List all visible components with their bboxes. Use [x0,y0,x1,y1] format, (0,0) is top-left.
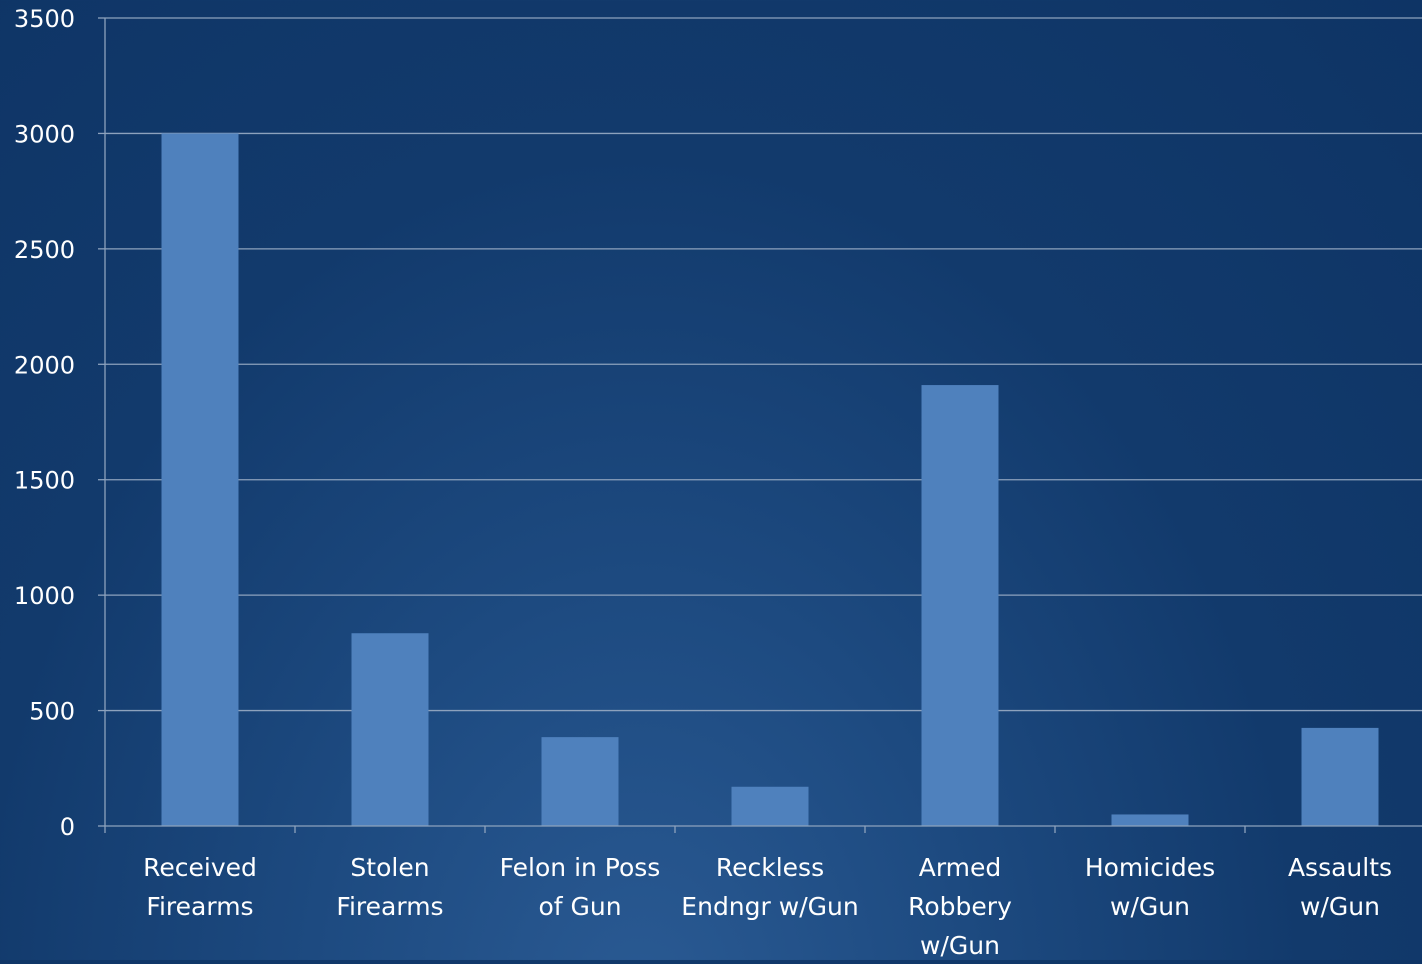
y-tick-label: 2000 [14,351,75,379]
x-tick-label: Received Firearms [143,853,257,921]
y-tick-label: 0 [60,813,75,841]
x-tick-label-line: Endngr w/Gun [681,892,858,921]
bar-received-firearms [161,133,239,826]
bar-stolen-firearms [351,633,429,826]
bar-felon-in-poss-of-gun [541,737,619,826]
x-tick-label-line: Homicides [1085,853,1215,882]
y-tick-label: 2500 [14,236,75,264]
bar-reckless-endngr-w-gun [731,786,809,826]
x-tick-label-line: Received [143,853,257,882]
y-tick-label: 1500 [14,467,75,495]
x-tick-label-line: Armed [919,853,1002,882]
x-tick-label-line: Reckless [716,853,824,882]
x-tick-label-line: w/Gun [920,931,1000,960]
bar-homicides-w-gun [1111,814,1189,826]
x-tick-label: Stolen Firearms [336,853,443,921]
x-tick-label-line: Firearms [146,892,253,921]
bar-armed-robbery-w-gun [921,385,999,826]
y-tick-label: 1000 [14,582,75,610]
y-tick-label: 500 [29,698,75,726]
x-tick-label: Armed Robbery w/Gun [908,853,1012,960]
x-tick-label-line: Robbery [908,892,1012,921]
x-tick-label-line: w/Gun [1110,892,1190,921]
x-tick-label: Reckless Endngr w/Gun [681,853,858,921]
x-tick-label: Felon in Poss of Gun [500,853,661,921]
bars [161,133,1379,826]
x-tick-labels: Received Firearms Stolen Firearms Felon in P… [143,853,1392,960]
y-tick-label: 3000 [14,120,75,148]
x-tick-label: Homicides w/Gun [1085,853,1215,921]
x-tick-label-line: Stolen [350,853,429,882]
x-tick-label-line: Felon in Poss [500,853,661,882]
x-tick-label-line: w/Gun [1300,892,1380,921]
x-tick-label: Assaults w/Gun [1288,853,1392,921]
x-tick-label-line: Firearms [336,892,443,921]
x-tick-label-line: of Gun [538,892,621,921]
x-tick-label-line: Assaults [1288,853,1392,882]
bar-assaults-w-gun [1301,727,1379,826]
y-tick-labels: 0 500 1000 1500 2000 2500 3000 3500 [14,5,75,841]
gridlines [105,17,1422,712]
y-tick-label: 3500 [14,5,75,33]
axes [98,17,1422,833]
